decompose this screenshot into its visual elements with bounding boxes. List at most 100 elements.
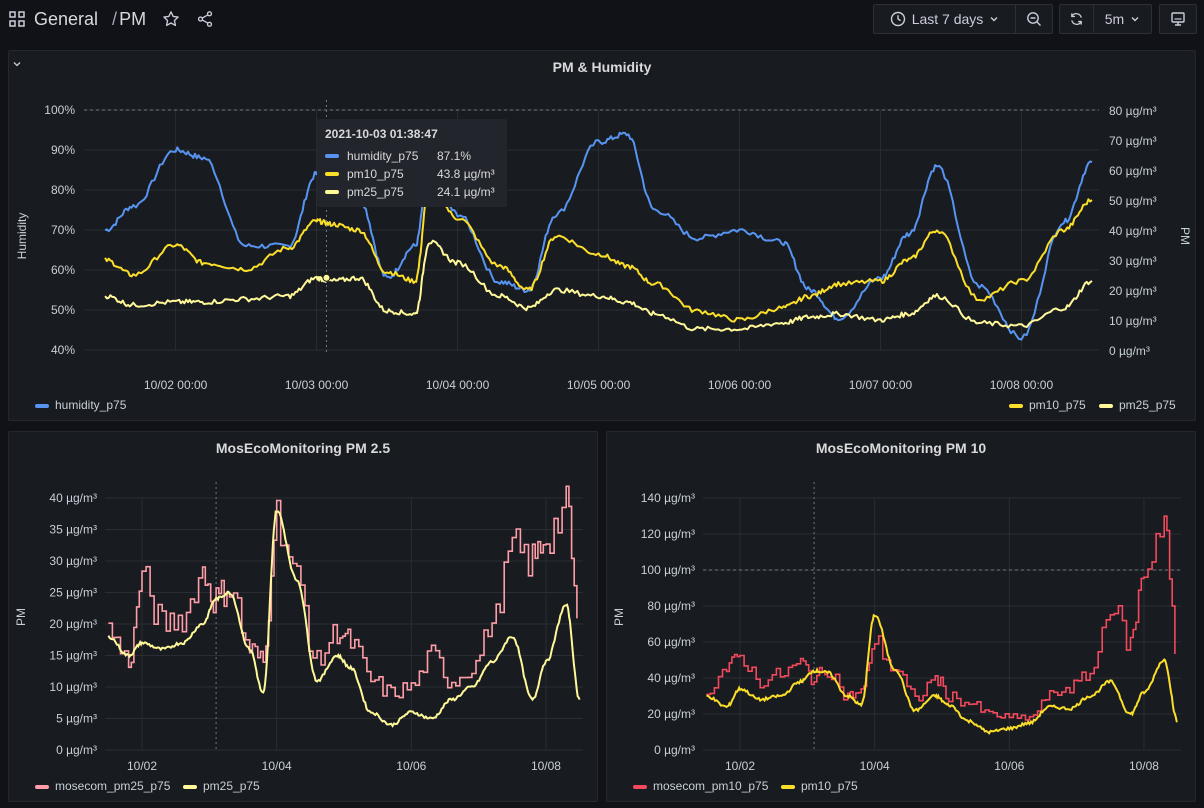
y-tick-label-left: 100%: [44, 103, 75, 117]
x-tick-label: 10/07 00:00: [849, 378, 913, 392]
series-line-mosecom_pm25_p75: [108, 485, 578, 699]
tooltip-swatch: [325, 172, 339, 176]
y-axis-label: PM: [612, 608, 626, 626]
tooltip-series-name: pm10_p75: [347, 167, 404, 181]
breadcrumb-dashboard[interactable]: PM: [119, 8, 147, 29]
y-tick-label: 140 µg/m³: [641, 491, 695, 505]
panel-title[interactable]: PM & Humidity: [9, 59, 1195, 75]
y-tick-label-right: 40 µg/m³: [1109, 224, 1157, 238]
y-tick-label: 40 µg/m³: [647, 671, 695, 685]
panel-title[interactable]: MosEcoMonitoring PM 10: [815, 440, 987, 456]
refresh-interval-picker[interactable]: 5m: [1094, 5, 1151, 33]
time-picker-group: Last 7 days: [873, 4, 1053, 34]
y-tick-label: 20 µg/m³: [647, 707, 695, 721]
x-tick-label: 10/02: [127, 759, 157, 773]
y-tick-label: 120 µg/m³: [641, 527, 695, 541]
tooltip-series-value: 43.8 µg/m³: [437, 167, 495, 181]
y-tick-label-right: 50 µg/m³: [1109, 194, 1157, 208]
x-tick-label: 10/04: [860, 759, 890, 773]
y-tick-label-left: 40%: [51, 343, 75, 357]
x-tick-label: 10/05 00:00: [567, 378, 631, 392]
legend-swatch: [1009, 404, 1023, 408]
y-tick-label-right: 0 µg/m³: [1109, 344, 1150, 358]
time-range-picker[interactable]: Last 7 days: [874, 5, 1016, 33]
y-tick-label-right: 20 µg/m³: [1109, 284, 1157, 298]
series-line-pm10_p75: [706, 613, 1178, 735]
y-tick-label-left: 90%: [51, 143, 75, 157]
series-line-pm25_p75: [107, 510, 581, 728]
monitor-icon: [1171, 12, 1185, 26]
share-icon[interactable]: [196, 10, 214, 28]
panel-pm-humidity: PM & Humidity 40% 50% 60% 70% 80% 90% 100% 0 µg…: [8, 50, 1196, 421]
tooltip-series-name: humidity_p75: [347, 149, 419, 163]
x-tick-label: 10/08: [1129, 759, 1159, 773]
x-tick-label: 10/04 00:00: [426, 378, 490, 392]
y-tick-label: 10 µg/m³: [49, 680, 97, 694]
legend-label: pm10_p75: [1029, 398, 1086, 412]
tooltip-series-value: 24.1 µg/m³: [437, 185, 495, 199]
legend-swatch: [633, 785, 647, 789]
legend-label: pm25_p75: [1119, 398, 1176, 412]
breadcrumb-folder[interactable]: General: [34, 8, 99, 29]
chart-tooltip: 2021-10-03 01:38:47 humidity_p75 87.1% p…: [317, 119, 507, 207]
y-tick-label: 20 µg/m³: [49, 617, 97, 631]
legend-label: pm25_p75: [203, 779, 260, 793]
series-line-pm10_p75: [104, 182, 1093, 323]
y-tick-label-left: 60%: [51, 263, 75, 277]
y-tick-label: 0 µg/m³: [56, 743, 97, 757]
legend-label: mosecom_pm25_p75: [55, 779, 171, 793]
y-tick-label-left: 80%: [51, 183, 75, 197]
legend-swatch: [183, 785, 197, 789]
tv-mode-button[interactable]: [1160, 5, 1196, 33]
panel-mosecom-pm10: MosEcoMonitoring PM 10 0 µg/m³ 20 µg/m³ 40…: [606, 431, 1196, 802]
panel-mosecom-pm25: MosEcoMonitoring PM 2.5 0 µg/m³ 5 µg/m³ 10…: [8, 431, 598, 802]
y-tick-label: 25 µg/m³: [49, 586, 97, 600]
tooltip-swatch: [325, 154, 339, 158]
x-tick-label: 10/04: [262, 759, 292, 773]
y-axis-label: PM: [14, 608, 28, 626]
zoom-out-icon: [1027, 12, 1041, 26]
y-tick-label: 60 µg/m³: [647, 635, 695, 649]
y-tick-label: 40 µg/m³: [49, 491, 97, 505]
chart-mosecom-pm25[interactable]: 0 µg/m³ 5 µg/m³ 10 µg/m³ 15 µg/m³ 20 µg/m³ 25…: [9, 432, 599, 803]
star-icon[interactable]: [162, 10, 180, 28]
x-tick-label: 10/03 00:00: [285, 378, 349, 392]
legend-label: mosecom_pm10_p75: [653, 779, 769, 793]
zoom-out-button[interactable]: [1016, 5, 1052, 33]
x-tick-label: 10/08: [531, 759, 561, 773]
apps-grid-icon[interactable]: [8, 10, 26, 28]
refresh-button[interactable]: [1060, 5, 1094, 33]
legend-swatch: [781, 785, 795, 789]
y-tick-label-right: 80 µg/m³: [1109, 104, 1157, 118]
legend-swatch: [35, 404, 49, 408]
legend-label: pm10_p75: [801, 779, 858, 793]
breadcrumb: General / PM: [8, 6, 214, 32]
refresh-interval-label: 5m: [1104, 11, 1125, 27]
chevron-down-icon: [1131, 17, 1139, 22]
panel-title-text: PM & Humidity: [552, 59, 652, 75]
series-line-humidity_p75: [104, 131, 1093, 341]
chart-mosecom-pm10[interactable]: 0 µg/m³ 20 µg/m³ 40 µg/m³ 60 µg/m³ 80 µg/m³ 1…: [607, 432, 1197, 803]
refresh-icon: [1071, 13, 1082, 25]
breadcrumb-separator: /: [112, 8, 118, 29]
chevron-down-icon: [990, 17, 998, 22]
chevron-down-icon: [13, 62, 21, 67]
tooltip-series-value: 87.1%: [437, 149, 472, 163]
series-line-pm25_p75: [104, 239, 1093, 332]
y-axis-label-right: PM: [1178, 227, 1192, 245]
y-tick-label-left: 50%: [51, 303, 75, 317]
y-tick-label-right: 10 µg/m³: [1109, 314, 1157, 328]
chart-pm-humidity[interactable]: 40% 50% 60% 70% 80% 90% 100% 0 µg/m³ 10 µg/m³ 20 …: [9, 51, 1197, 422]
y-tick-label: 35 µg/m³: [49, 523, 97, 537]
hover-point: [322, 273, 331, 282]
view-mode-group: [1159, 4, 1197, 34]
series-line-mosecom_pm10_p75: [706, 515, 1176, 721]
panel-title[interactable]: MosEcoMonitoring PM 2.5: [215, 440, 391, 456]
clock-icon: [890, 11, 905, 27]
y-tick-label: 5 µg/m³: [56, 712, 97, 726]
legend-swatch: [35, 785, 49, 789]
y-tick-label-left: 70%: [51, 223, 75, 237]
y-tick-label-right: 30 µg/m³: [1109, 254, 1157, 268]
x-tick-label: 10/06 00:00: [708, 378, 772, 392]
tooltip-swatch: [325, 190, 339, 194]
